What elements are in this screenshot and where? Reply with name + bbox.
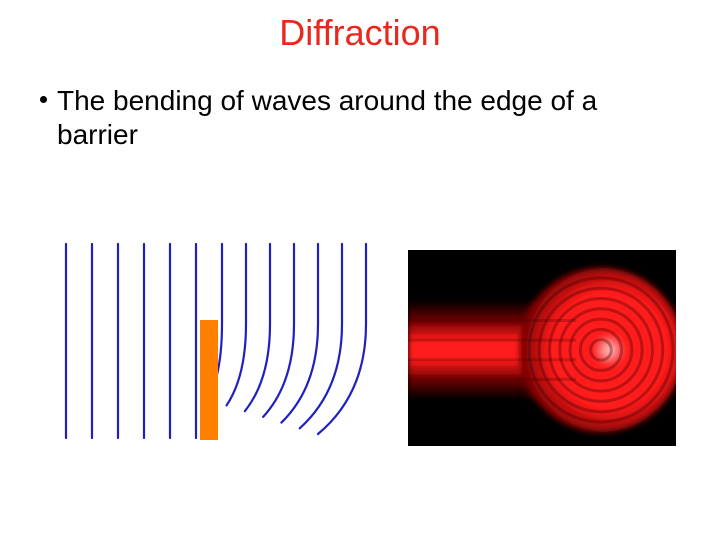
bullet-dot — [40, 96, 47, 103]
figures-area — [0, 212, 720, 542]
diffraction-photo — [408, 250, 676, 446]
page-title: Diffraction — [0, 12, 720, 54]
wave-diagram — [60, 242, 380, 442]
bullet-item: The bending of waves around the edge of … — [40, 84, 684, 151]
bullet-text: The bending of waves around the edge of … — [57, 84, 684, 151]
bullet-list: The bending of waves around the edge of … — [0, 84, 720, 151]
